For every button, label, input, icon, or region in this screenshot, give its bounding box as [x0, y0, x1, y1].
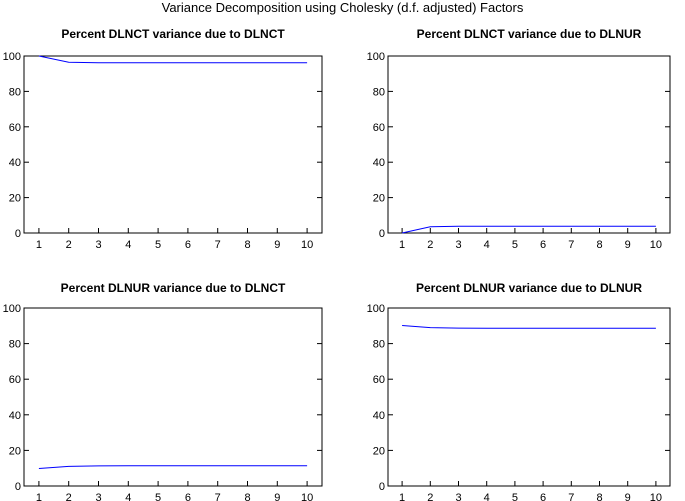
y-tick-label: 80 [9, 86, 21, 98]
x-tick-label: 8 [244, 492, 250, 501]
x-tick-label: 2 [427, 239, 433, 251]
y-tick-label: 20 [9, 445, 21, 457]
y-tick-label: 0 [15, 481, 21, 493]
x-tick-label: 7 [215, 239, 221, 251]
x-tick-label: 3 [95, 492, 101, 501]
x-tick-label: 5 [155, 492, 161, 501]
plot-frame [23, 307, 323, 487]
panel-title-dlnct-dlnct: Percent DLNCT variance due to DLNCT [61, 27, 285, 41]
series-line-0 [38, 465, 308, 470]
y-tick-label: 60 [373, 374, 385, 386]
x-tick-label: 8 [244, 239, 250, 251]
panel-0: 0 20 40 60 80 100 1 2 3 4 5 6 7 8 9 10 [3, 51, 323, 251]
y-tick-label: 20 [373, 193, 385, 205]
x-tick-label: 2 [66, 239, 72, 251]
y-tick-label: 40 [9, 410, 21, 422]
x-tick-label: 4 [125, 239, 131, 251]
panel-title-dlnur-dlnct: Percent DLNUR variance due to DLNCT [60, 281, 286, 295]
x-tick-label: 10 [650, 492, 662, 501]
x-tick-label: 10 [301, 492, 313, 501]
x-tick-label: 8 [596, 492, 602, 501]
x-tick-label: 5 [512, 239, 518, 251]
y-tick-label: 20 [373, 445, 385, 457]
x-tick-label: 8 [596, 239, 602, 251]
x-tick-label: 9 [625, 492, 631, 501]
plot-frame [387, 55, 671, 234]
figure-title: Variance Decomposition using Cholesky (d… [161, 0, 524, 15]
y-tick-label: 0 [379, 481, 385, 493]
y-tick-label: 40 [9, 157, 21, 169]
y-tick-label: 40 [373, 410, 385, 422]
x-tick-label: 6 [185, 492, 191, 501]
x-tick-label: 4 [484, 492, 490, 501]
x-tick-label: 7 [568, 492, 574, 501]
plot-frame [387, 307, 671, 487]
x-tick-label: 9 [625, 239, 631, 251]
x-tick-label: 9 [274, 239, 280, 251]
plot-frame [23, 55, 323, 234]
y-tick-label: 80 [373, 86, 385, 98]
panel-title-dlnur-dlnur: Percent DLNUR variance due to DLNUR [415, 281, 643, 295]
x-tick-label: 1 [399, 492, 405, 501]
x-tick-label: 3 [95, 239, 101, 251]
panel-3: 0 20 40 60 80 100 1 2 3 4 5 6 7 8 9 10 [367, 303, 671, 501]
y-tick-label: 40 [373, 157, 385, 169]
y-tick-label: 100 [3, 51, 21, 63]
x-tick-label: 10 [301, 239, 313, 251]
x-tick-label: 6 [540, 492, 546, 501]
y-tick-label: 0 [379, 228, 385, 240]
x-tick-label: 6 [185, 239, 191, 251]
y-tick-label: 80 [9, 339, 21, 351]
panel-title-dlnct-dlnur: Percent DLNCT variance due to DLNUR [416, 27, 642, 41]
x-tick-label: 4 [125, 492, 131, 501]
x-tick-label: 6 [540, 239, 546, 251]
y-tick-label: 100 [367, 303, 385, 315]
x-tick-label: 3 [455, 492, 461, 501]
y-tick-label: 80 [373, 339, 385, 351]
y-tick-label: 60 [9, 374, 21, 386]
x-tick-label: 1 [399, 239, 405, 251]
x-tick-label: 2 [66, 492, 72, 501]
series-line-0 [401, 225, 656, 234]
y-tick-label: 100 [367, 51, 385, 63]
panel-2: 0 20 40 60 80 100 1 2 3 4 5 6 7 8 9 10 [3, 303, 323, 501]
y-tick-label: 60 [373, 122, 385, 134]
series-line-0 [402, 324, 656, 329]
x-tick-label: 3 [455, 239, 461, 251]
y-tick-label: 20 [9, 193, 21, 205]
x-tick-label: 7 [568, 239, 574, 251]
panel-1: 0 20 40 60 80 100 1 2 3 4 5 6 7 8 9 10 [367, 51, 671, 251]
x-tick-label: 5 [512, 492, 518, 501]
x-tick-label: 7 [215, 492, 221, 501]
x-tick-label: 10 [650, 239, 662, 251]
y-tick-label: 100 [3, 303, 21, 315]
x-tick-label: 1 [36, 492, 42, 501]
series-line-0 [38, 55, 308, 64]
x-tick-label: 1 [36, 239, 42, 251]
x-tick-label: 4 [484, 239, 490, 251]
x-tick-label: 9 [274, 492, 280, 501]
x-tick-label: 2 [427, 492, 433, 501]
y-tick-label: 0 [15, 228, 21, 240]
y-tick-label: 60 [9, 122, 21, 134]
x-tick-label: 5 [155, 239, 161, 251]
